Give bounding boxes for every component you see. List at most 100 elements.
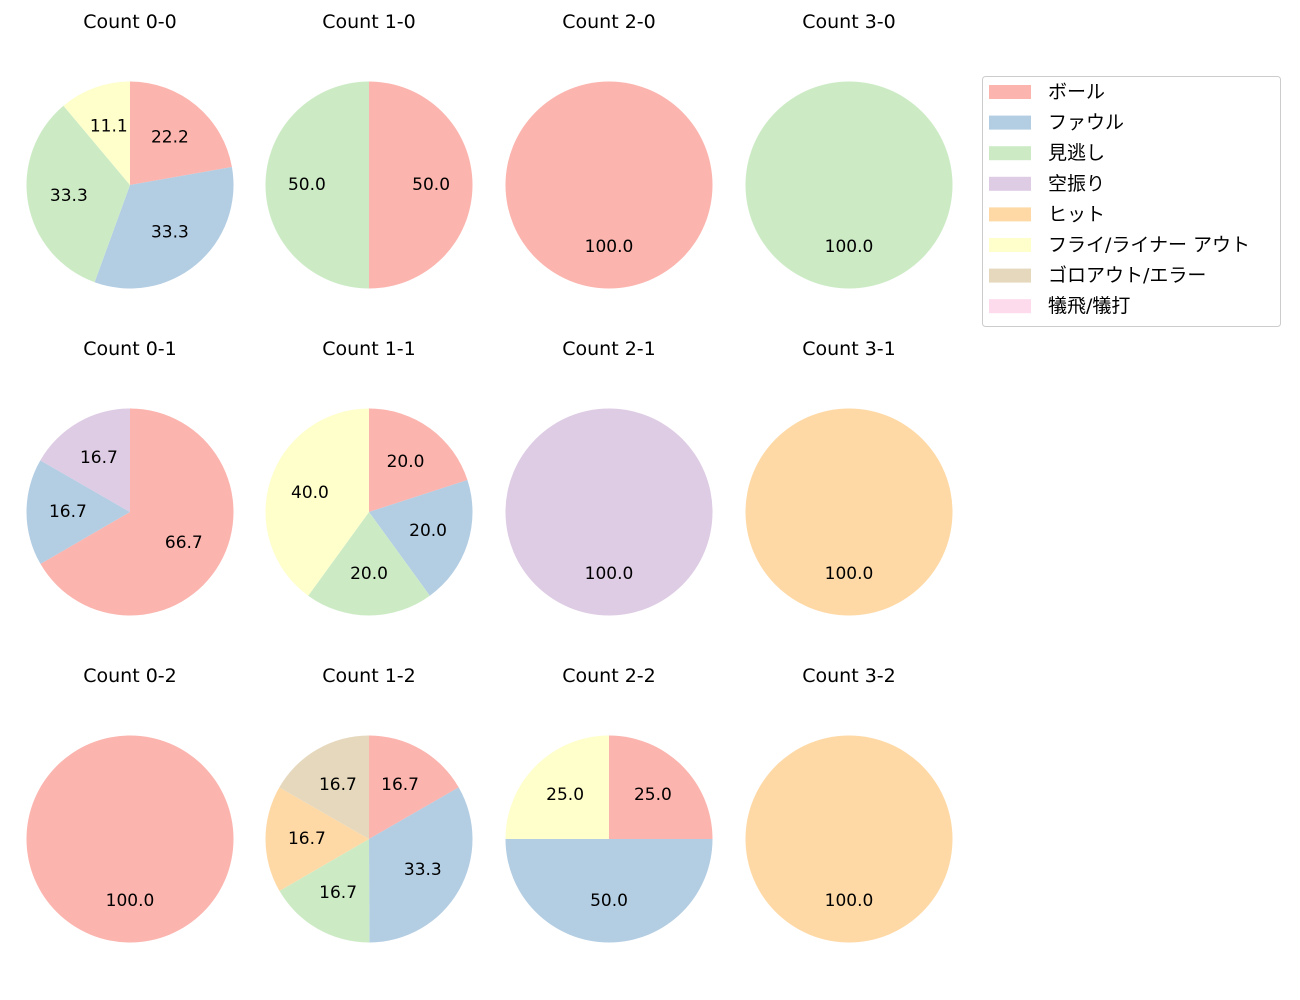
- pie-count-3-1: Count 3-1 100.0: [745, 338, 953, 616]
- legend-item: 犠飛/犠打: [989, 295, 1130, 317]
- legend-swatch: [989, 115, 1031, 130]
- pie-title: Count 2-0: [562, 11, 656, 33]
- slice-label: 33.3: [151, 223, 189, 243]
- pie-count-0-0: Count 0-0 22.2 33.3 33.3 11.1: [26, 11, 234, 289]
- legend-frame: [982, 76, 1281, 327]
- pie-slice: [63, 81, 130, 185]
- legend-swatch: [989, 207, 1031, 222]
- pie-slice: [369, 480, 473, 596]
- pie-count-3-0: Count 3-0 100.0: [745, 11, 953, 289]
- slice-label: 20.0: [409, 521, 447, 541]
- slice-label: 50.0: [288, 175, 326, 195]
- slice-label: 100.0: [825, 564, 874, 584]
- pie-slice: [279, 839, 370, 943]
- legend-label: ゴロアウト/エラー: [1048, 265, 1206, 287]
- pie-count-2-0: Count 2-0 100.0: [505, 11, 713, 289]
- legend-item: 空振り: [989, 173, 1105, 195]
- slice-label: 22.2: [151, 127, 189, 147]
- slice-label: 100.0: [825, 891, 874, 911]
- slice-label: 50.0: [412, 175, 450, 195]
- pie-title: Count 0-1: [83, 338, 177, 360]
- pie-slice: [505, 839, 713, 943]
- slice-label: 50.0: [590, 891, 628, 911]
- slice-label: 20.0: [350, 564, 388, 584]
- slice-label: 25.0: [546, 785, 584, 805]
- pie-slice: [745, 408, 953, 616]
- pie-title: Count 0-2: [83, 665, 177, 687]
- pie-slice: [308, 512, 430, 616]
- legend-swatch: [989, 268, 1031, 283]
- legend-swatch: [989, 85, 1031, 99]
- slice-label: 16.7: [80, 448, 118, 468]
- pie-slice: [94, 167, 234, 289]
- legend-item: ゴロアウト/エラー: [989, 265, 1206, 287]
- slice-label: 33.3: [50, 186, 88, 206]
- pie-slice: [130, 81, 232, 185]
- slice-label: 16.7: [319, 883, 357, 903]
- slice-label: 25.0: [634, 785, 672, 805]
- pie-slice: [369, 787, 473, 943]
- legend-label: フライ/ライナー アウト: [1048, 234, 1250, 256]
- pie-count-0-2: Count 0-2 100.0: [26, 665, 234, 943]
- legend-item: ヒット: [989, 203, 1105, 225]
- slice-label: 16.7: [319, 775, 357, 795]
- legend-item: ファウル: [989, 112, 1124, 134]
- pie-slice: [26, 460, 130, 564]
- legend-label: ヒット: [1048, 203, 1105, 225]
- legend-label: ボール: [1048, 81, 1105, 103]
- pie-slice: [40, 408, 130, 512]
- legend-label: 犠飛/犠打: [1048, 295, 1130, 317]
- pie-title: Count 3-0: [802, 11, 896, 33]
- legend-swatch: [989, 146, 1031, 161]
- pie-title: Count 1-1: [322, 338, 416, 360]
- pie-slice: [369, 735, 459, 839]
- slice-label: 100.0: [106, 891, 155, 911]
- slice-label: 16.7: [49, 502, 87, 522]
- pie-title: Count 3-1: [802, 338, 896, 360]
- pie-title: Count 3-2: [802, 665, 896, 687]
- legend-swatch: [989, 176, 1031, 191]
- slice-label: 16.7: [381, 775, 419, 795]
- pie-count-1-0: Count 1-0 50.0 50.0: [265, 11, 473, 289]
- slice-label: 16.7: [288, 829, 326, 849]
- pie-count-3-2: Count 3-2 100.0: [745, 665, 953, 943]
- slice-label: 66.7: [165, 533, 203, 553]
- pie-title: Count 1-2: [322, 665, 416, 687]
- slice-label: 33.3: [404, 860, 442, 880]
- slice-label: 100.0: [825, 237, 874, 257]
- pie-slice: [26, 105, 130, 283]
- pie-slice: [505, 735, 609, 839]
- pie-slice: [505, 81, 713, 289]
- pie-slice: [265, 408, 369, 596]
- pie-count-1-1: Count 1-1 20.0 20.0 20.0 40.0: [265, 338, 473, 616]
- legend-item: フライ/ライナー アウト: [989, 234, 1250, 256]
- legend-swatch: [989, 238, 1031, 252]
- slice-label: 100.0: [585, 237, 634, 257]
- pie-title: Count 1-0: [322, 11, 416, 33]
- legend-label: ファウル: [1048, 112, 1124, 134]
- pie-title: Count 2-2: [562, 665, 656, 687]
- pie-count-0-1: Count 0-1 66.7 16.7 16.7: [26, 338, 234, 616]
- slice-label: 11.1: [90, 117, 128, 137]
- pie-count-2-1: Count 2-1 100.0: [505, 338, 713, 616]
- legend-label: 空振り: [1048, 173, 1105, 195]
- legend-label: 見逃し: [1048, 142, 1105, 164]
- pie-slice: [279, 735, 369, 839]
- pie-slice: [40, 408, 234, 616]
- pie-slice: [369, 81, 473, 289]
- pie-slice: [505, 408, 713, 616]
- slice-label: 20.0: [387, 452, 425, 472]
- legend-swatch: [989, 299, 1031, 314]
- legend-item: 見逃し: [989, 142, 1105, 164]
- pie-title: Count 2-1: [562, 338, 656, 360]
- pie-slice: [369, 408, 468, 512]
- legend-item: ボール: [989, 81, 1105, 103]
- pie-slice: [609, 735, 713, 839]
- pie-slice: [26, 735, 234, 943]
- pie-slice: [745, 81, 953, 289]
- pie-title: Count 0-0: [83, 11, 177, 33]
- pie-count-2-2: Count 2-2 25.0 50.0 25.0: [505, 665, 713, 943]
- pie-slice: [265, 81, 369, 289]
